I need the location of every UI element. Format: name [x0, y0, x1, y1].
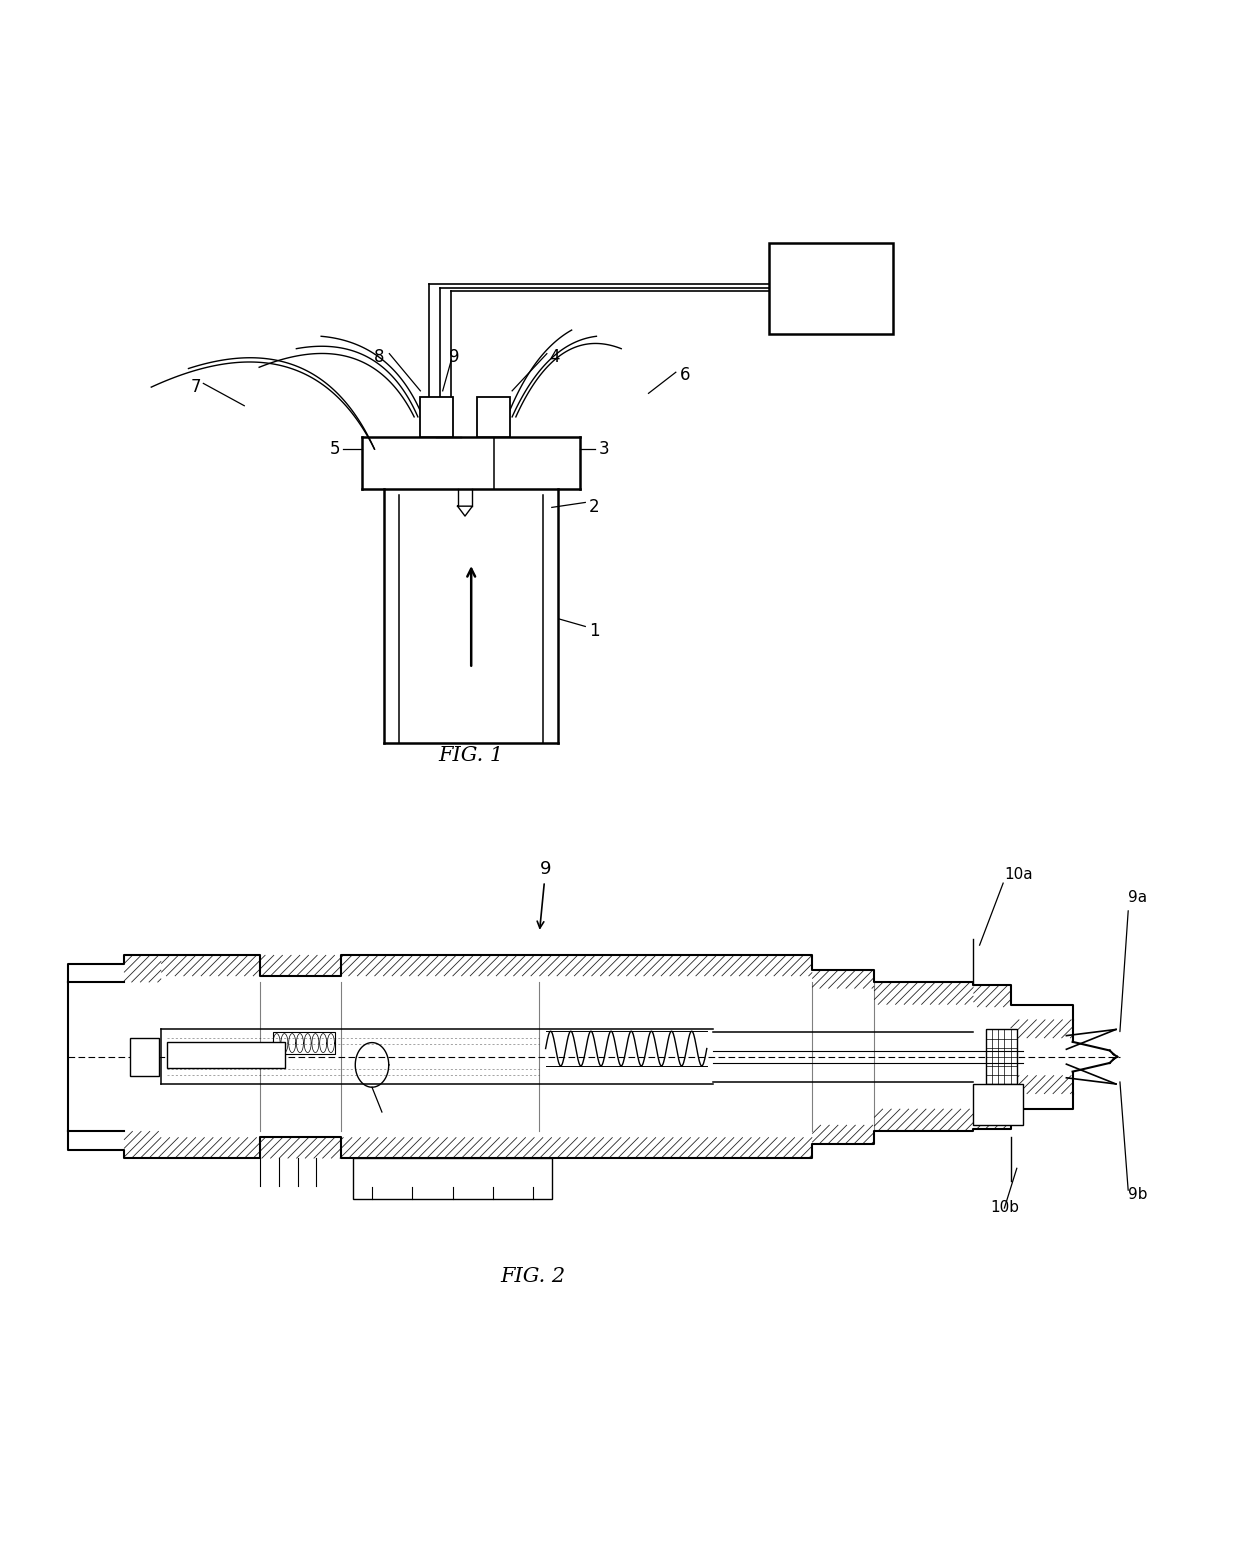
Text: 9: 9 — [537, 861, 552, 929]
Bar — [130, 1037, 159, 1076]
Bar — [353, 1158, 552, 1200]
Text: 9: 9 — [449, 348, 459, 367]
Text: 9a: 9a — [1128, 890, 1147, 904]
Bar — [477, 396, 510, 437]
Text: 10a: 10a — [1004, 867, 1033, 882]
Text: 1: 1 — [589, 622, 600, 641]
Text: 4: 4 — [549, 348, 559, 367]
Text: 8: 8 — [374, 348, 384, 367]
Text: 11: 11 — [818, 274, 843, 293]
Text: FIG. 2: FIG. 2 — [501, 1266, 565, 1286]
Text: 3: 3 — [599, 440, 610, 458]
Bar — [769, 243, 893, 334]
Text: 10b: 10b — [990, 1200, 1019, 1215]
Bar — [420, 396, 453, 437]
Bar — [167, 1042, 285, 1068]
Text: 6: 6 — [680, 365, 689, 384]
Text: 2: 2 — [589, 498, 600, 517]
Bar — [986, 1029, 1017, 1084]
Text: 7: 7 — [191, 378, 201, 396]
Bar — [273, 1033, 335, 1054]
Text: 9b: 9b — [1128, 1187, 1148, 1203]
Bar — [973, 1084, 1023, 1125]
Text: FIG. 1: FIG. 1 — [439, 746, 503, 765]
Text: 5: 5 — [330, 440, 340, 458]
